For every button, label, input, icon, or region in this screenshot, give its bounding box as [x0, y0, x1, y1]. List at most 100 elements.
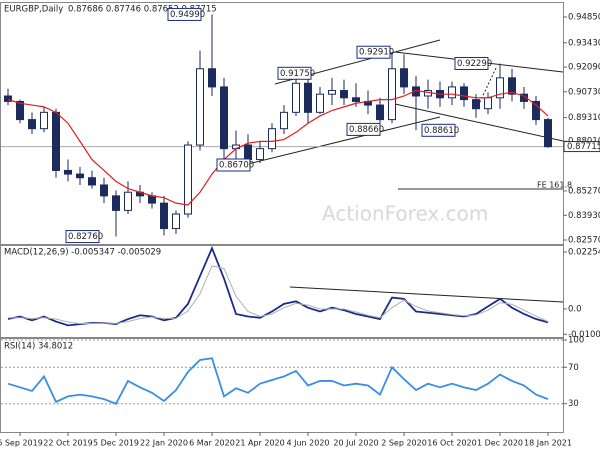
x-tick-label: 21 Apr 2020 [235, 439, 284, 448]
chart-subtitle: 0.87686 0.87746 0.87652 0.87715 [68, 5, 217, 15]
fe-label: FE 161.8 [537, 181, 572, 190]
candle-body [64, 169, 72, 175]
candle-body [544, 119, 552, 148]
line [8, 265, 549, 325]
line [7, 357, 549, 405]
candle-body [196, 68, 204, 146]
last-price-label: 0.87715 [567, 142, 600, 152]
candle-body [148, 195, 156, 204]
candle-body [388, 68, 396, 121]
candle-body [208, 68, 216, 88]
candle-body [292, 82, 300, 113]
candle-body [100, 184, 108, 197]
candle-body [112, 195, 120, 211]
macd-frame [0, 245, 564, 338]
candle-body [496, 77, 504, 99]
x-tick-label: 4 Jun 2020 [286, 439, 329, 448]
x-tick-label: 5 Dec 2019 [93, 439, 139, 448]
y-tick-label: -0.010039 [568, 330, 600, 340]
y-tick-label: 0.92090 [568, 63, 600, 73]
x-tick-label: 2 Sep 2020 [381, 439, 427, 448]
candle-body [280, 111, 288, 130]
candle-body [448, 86, 456, 99]
rsi-title: RSI(14) 34.8012 [4, 342, 73, 352]
watermark: ActionForex.com [322, 202, 488, 226]
y-tick-label: 0.0 [568, 304, 582, 314]
candle-body [52, 111, 60, 171]
price-label: 0.92290 [457, 59, 492, 69]
price-label-box [356, 45, 391, 59]
candle-body [352, 97, 360, 102]
macd-trend-line [289, 286, 564, 303]
candle-body [508, 77, 516, 95]
price-label-box [277, 66, 312, 80]
x-tick-label: 22 Jan 2020 [140, 439, 188, 448]
rsi-frame [0, 338, 564, 433]
price-label: 0.92910 [359, 48, 394, 58]
x-tick-label: 22 Oct 2019 [43, 439, 92, 448]
candle-body [316, 93, 324, 113]
x-tick-label: 18 Jan 2021 [524, 439, 572, 448]
price-label: 0.91750 [280, 69, 315, 79]
x-tick-label: 20 Jul 2020 [333, 439, 378, 448]
y-tick-label: 30 [568, 399, 579, 409]
price-label: 0.82760 [68, 232, 103, 242]
channel-line [247, 116, 441, 165]
y-tick-label: 0.89310 [568, 113, 600, 123]
y-tick-label: 70 [568, 363, 579, 373]
candle-body [4, 95, 12, 102]
y-tick-label: 0.93430 [568, 38, 600, 48]
candle-body [40, 111, 48, 130]
candle-body [268, 128, 276, 150]
price-label-box [454, 56, 489, 70]
y-tick-label: 0.83930 [568, 211, 600, 221]
x-tick-label: 1 Dec 2020 [477, 439, 523, 448]
price-label: 0.88660 [349, 125, 384, 135]
candle-body [172, 213, 180, 230]
candle-body [328, 90, 336, 95]
chart-title: EURGBP,Daily [4, 5, 63, 15]
candle-body [160, 202, 168, 230]
x-tick-label: 16 Oct 2020 [427, 439, 476, 448]
candle-body [16, 100, 24, 121]
channel-line [394, 103, 564, 142]
candle-body [28, 119, 36, 130]
candle-body [304, 82, 312, 113]
y-tick-label: 0.90730 [568, 87, 600, 97]
macd-title: MACD(12,26,9) -0.005347 -0.005029 [4, 248, 161, 258]
price-label: 0.94990 [170, 10, 205, 20]
candle-body [376, 104, 384, 121]
candle-body [184, 144, 192, 215]
price-label: 0.86700 [219, 160, 254, 170]
candle-body [220, 86, 228, 150]
candle-body [244, 144, 252, 161]
price-label-box [216, 158, 251, 172]
candle-body [484, 97, 492, 110]
candle-body [88, 177, 96, 186]
x-tick-label: 6 Mar 2020 [189, 439, 235, 448]
candle-body [472, 99, 480, 110]
y-tick-label: 0.94850 [568, 12, 600, 22]
y-tick-label: 0.82570 [568, 236, 600, 246]
candle-body [340, 90, 348, 99]
candle-body [400, 68, 408, 88]
y-tick-label: 0.85270 [568, 186, 600, 196]
y-tick-label: 100 [568, 336, 584, 346]
price-label-box [167, 7, 202, 21]
price-label: 0.88610 [424, 126, 459, 136]
candle-body [532, 100, 540, 121]
candle-body [520, 93, 528, 102]
price-label-box [65, 230, 100, 244]
price-frame [0, 2, 564, 245]
x-tick-label: 6 Sep 2019 [0, 439, 43, 448]
candle-body [76, 173, 84, 179]
candle-body [460, 86, 468, 101]
price-label-box [421, 123, 456, 137]
price-label-box [346, 122, 381, 136]
y-tick-label: 0.022544 [568, 247, 600, 257]
dotted-line [477, 65, 498, 107]
candle-body [124, 191, 132, 211]
last-price-box [563, 141, 600, 153]
candle-body [256, 148, 264, 161]
